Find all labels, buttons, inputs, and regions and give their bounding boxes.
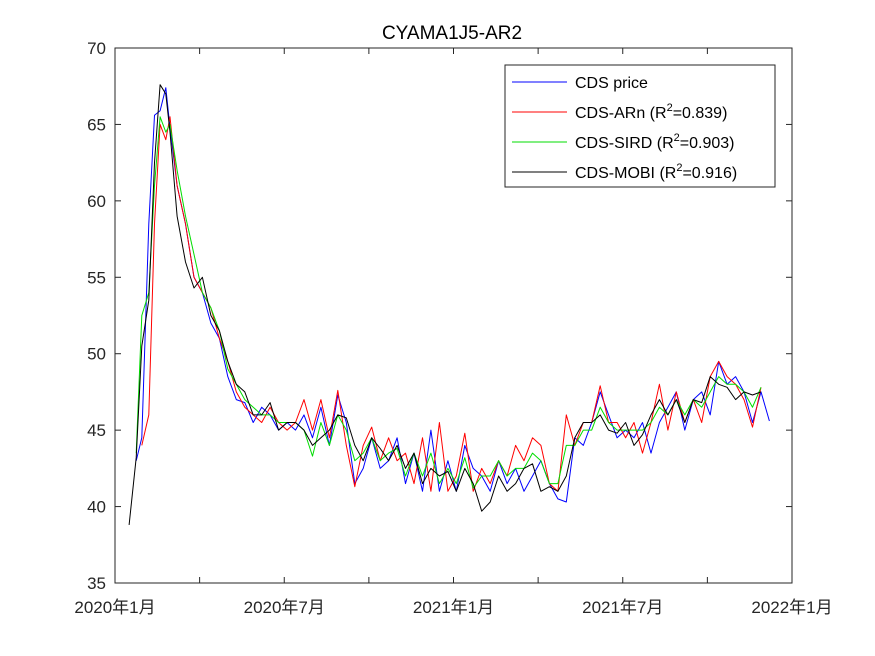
y-tick-label: 65 [87,115,106,134]
x-tick-label: 2021年1月 [413,598,494,617]
x-tick-label: 2021年7月 [582,598,663,617]
x-tick-label: 2022年1月 [751,598,832,617]
y-tick-label: 50 [87,345,106,364]
y-tick-label: 40 [87,498,106,517]
legend-r2-value: =0.916) [682,165,737,182]
legend-label: CDS-ARn (R2=0.839) [575,102,727,122]
legend: CDS price CDS-ARn (R2=0.839) CDS-SIRD (R2=… [505,65,775,187]
legend-label: CDS-MOBI (R2=0.916) [575,162,737,182]
legend-label: CDS price [575,75,648,92]
y-tick-label: 70 [87,39,106,58]
y-tick-label: 55 [87,268,106,287]
x-tick-label: 2020年1月 [74,598,155,617]
legend-label-text: CDS price [575,75,648,92]
chart-title: CYAMA1J5-AR2 [382,23,522,44]
y-tick-label: 45 [87,421,106,440]
legend-label-text: CDS-MOBI (R [575,165,676,182]
y-tick-label: 35 [87,574,106,593]
legend-r2-value: =0.903) [680,135,735,152]
y-tick-label: 60 [87,192,106,211]
legend-label-text: CDS-ARn (R [575,105,667,122]
x-tick-label: 2020年7月 [244,598,325,617]
legend-label-text: CDS-SIRD (R [575,135,674,152]
legend-r2-value: =0.839) [673,105,728,122]
legend-label: CDS-SIRD (R2=0.903) [575,132,735,152]
